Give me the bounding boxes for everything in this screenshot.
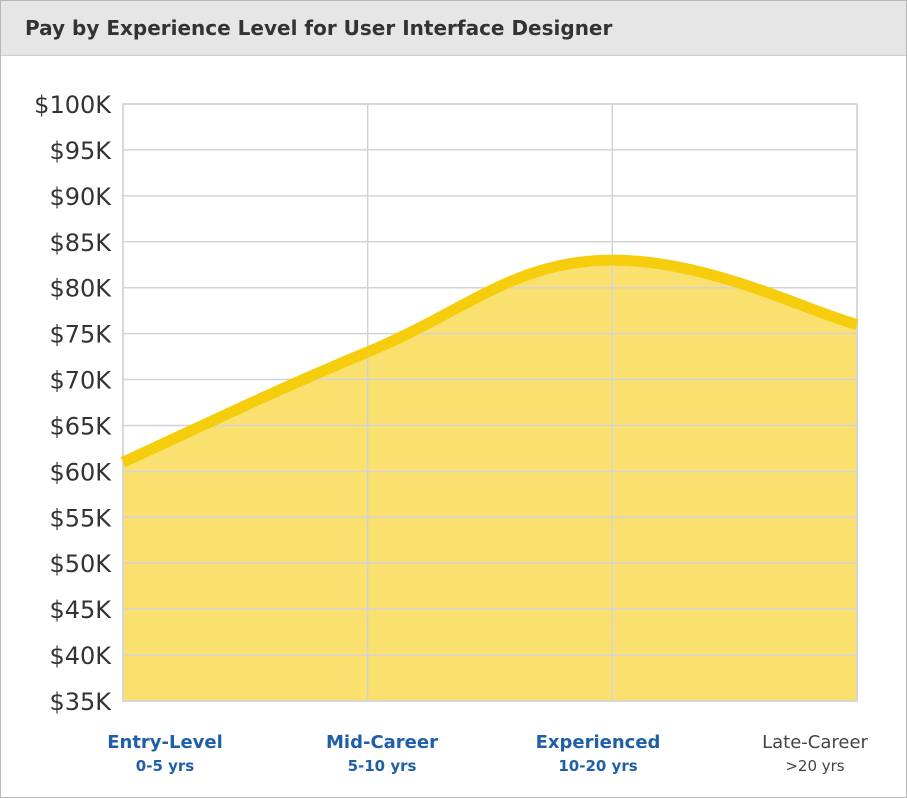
x-category-sublabel: >20 yrs <box>785 757 844 775</box>
y-tick-label: $65K <box>49 412 112 440</box>
x-category-sublabel: 5-10 yrs <box>348 757 417 775</box>
card-header: Pay by Experience Level for User Interfa… <box>1 1 906 56</box>
y-tick-label: $75K <box>49 321 112 349</box>
y-tick-label: $80K <box>49 275 112 303</box>
y-tick-label: $90K <box>49 183 112 211</box>
x-category-sublabel: 10-20 yrs <box>558 757 637 775</box>
x-category-label: Entry-Level <box>107 732 223 753</box>
area-fill <box>123 260 857 701</box>
y-tick-label: $100K <box>34 91 112 119</box>
x-category-label: Experienced <box>536 732 661 753</box>
y-tick-label: $55K <box>49 504 112 532</box>
y-tick-label: $95K <box>49 137 112 165</box>
series-line <box>120 254 859 468</box>
y-tick-label: $35K <box>49 688 112 716</box>
y-tick-label: $45K <box>49 596 112 624</box>
y-tick-label: $85K <box>49 229 112 257</box>
y-tick-label: $70K <box>49 367 112 395</box>
y-tick-label: $50K <box>49 550 112 578</box>
x-category-sublabel: 0-5 yrs <box>136 757 194 775</box>
y-tick-label: $40K <box>49 642 112 670</box>
chart-title: Pay by Experience Level for User Interfa… <box>25 16 613 40</box>
plot-border <box>122 103 858 702</box>
x-category-label: Late-Career <box>762 732 868 753</box>
y-tick-label: $60K <box>49 458 112 486</box>
x-category-label: Mid-Career <box>326 732 438 753</box>
